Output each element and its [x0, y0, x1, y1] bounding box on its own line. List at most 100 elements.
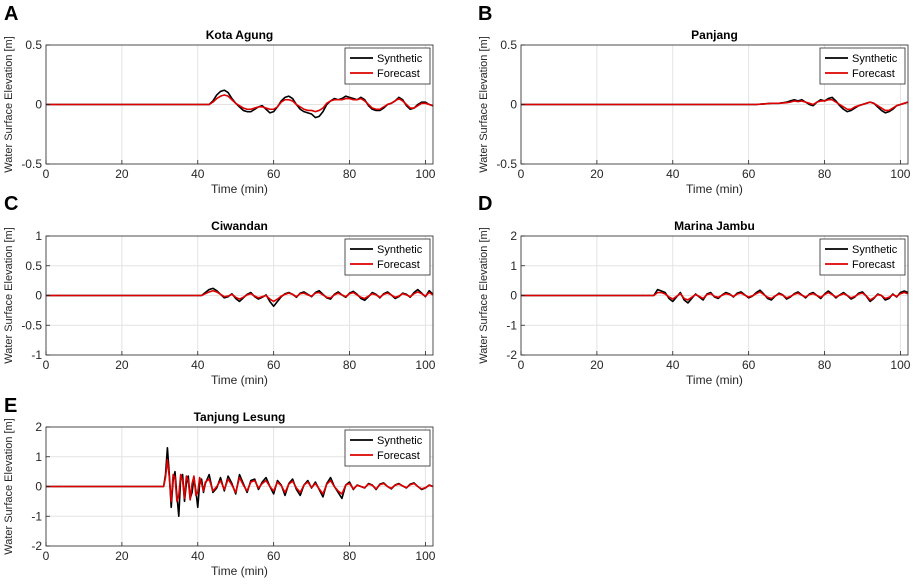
x-tick-label: 100: [415, 358, 435, 372]
series-line-forecast: [46, 289, 434, 303]
x-tick-label: 40: [191, 358, 205, 372]
x-tick-label: 20: [115, 549, 129, 563]
x-tick-label: 60: [742, 167, 756, 181]
y-tick-label: -0.5: [21, 318, 42, 332]
y-tick-label: 0.5: [500, 38, 517, 52]
legend-label-forecast: Forecast: [852, 259, 895, 271]
y-axis-label: Water Surface Elevation [m]: [478, 36, 490, 173]
y-axis-label: Water Surface Elevation [m]: [3, 227, 15, 364]
y-tick-label: -2: [31, 539, 42, 553]
y-axis-label: Water Surface Elevation [m]: [478, 227, 490, 364]
legend-box: [344, 238, 431, 276]
x-axis-label: Time (min): [686, 373, 743, 387]
legend-label-synthetic: Synthetic: [377, 435, 423, 447]
x-tick-label: 20: [590, 167, 604, 181]
x-tick-label: 100: [415, 167, 435, 181]
legend-box: [344, 429, 431, 467]
panel-label: B: [478, 3, 492, 25]
panel-c: C 0 20 40 60 80 100 -1 -0.5 0 0.5 1 Ciwandan Time (mi…: [3, 193, 436, 387]
y-tick-label: 0.5: [25, 38, 42, 52]
legend-label-synthetic: Synthetic: [852, 244, 898, 256]
x-axis-label: Time (min): [211, 182, 268, 196]
x-tick-label: 60: [742, 358, 756, 372]
legend: Synthetic Forecast: [344, 47, 431, 85]
panel-label: A: [4, 3, 18, 25]
x-tick-label: 80: [818, 358, 832, 372]
x-tick-label: 100: [890, 167, 910, 181]
x-tick-label: 0: [518, 358, 525, 372]
legend: Synthetic Forecast: [819, 238, 906, 276]
y-tick-label: 0.5: [25, 259, 42, 273]
y-tick-label: 0: [510, 98, 517, 112]
y-tick-label: -1: [31, 348, 42, 362]
series-line-forecast: [521, 98, 909, 112]
x-tick-label: 20: [115, 167, 129, 181]
y-tick-label: -0.5: [496, 157, 517, 171]
y-tick-label: -1: [31, 509, 42, 523]
x-tick-label: 80: [343, 167, 357, 181]
y-tick-label: 0: [510, 289, 517, 303]
chart-title: Panjang: [691, 28, 738, 42]
x-axis-label: Time (min): [686, 182, 743, 196]
x-tick-label: 60: [267, 549, 281, 563]
legend-label-forecast: Forecast: [852, 68, 895, 80]
y-tick-label: 1: [35, 229, 42, 243]
x-tick-label: 0: [43, 167, 50, 181]
chart-title: Kota Agung: [206, 28, 274, 42]
y-tick-label: 0: [35, 480, 42, 494]
panel-e: E 0 20 40 60 80 100 -2 -1 0 1 2 Tanjung Lesung Time (…: [3, 395, 436, 578]
y-tick-label: 0: [35, 98, 42, 112]
chart-title: Marina Jambu: [674, 219, 755, 233]
legend-label-synthetic: Synthetic: [852, 53, 898, 65]
panel-label: D: [478, 193, 492, 215]
series-line-forecast: [46, 94, 434, 113]
panel-label: E: [4, 395, 17, 417]
x-tick-label: 40: [191, 167, 205, 181]
x-tick-label: 0: [518, 167, 525, 181]
y-tick-label: 1: [35, 450, 42, 464]
series-line-forecast: [521, 291, 909, 301]
x-tick-label: 40: [666, 167, 680, 181]
series-line-forecast: [46, 458, 434, 503]
x-tick-label: 60: [267, 358, 281, 372]
panel-d: D 0 20 40 60 80 100 -2 -1 0 1 2 Marina Jambu Time (mi…: [478, 193, 911, 387]
legend: Synthetic Forecast: [819, 47, 906, 85]
x-tick-label: 100: [890, 358, 910, 372]
legend-box: [819, 47, 906, 85]
x-tick-label: 100: [415, 549, 435, 563]
chart-title: Ciwandan: [211, 219, 268, 233]
x-tick-label: 0: [43, 549, 50, 563]
x-tick-label: 80: [343, 549, 357, 563]
legend-box: [344, 47, 431, 85]
y-tick-label: 2: [35, 420, 42, 434]
y-tick-label: 0: [35, 289, 42, 303]
legend-label-forecast: Forecast: [377, 259, 420, 271]
legend-label-forecast: Forecast: [377, 450, 420, 462]
x-tick-label: 40: [191, 549, 205, 563]
y-tick-label: 1: [510, 259, 517, 273]
y-tick-label: 2: [510, 229, 517, 243]
x-axis-label: Time (min): [211, 564, 268, 578]
legend-label-synthetic: Synthetic: [377, 244, 423, 256]
legend-label-forecast: Forecast: [377, 68, 420, 80]
x-tick-label: 60: [267, 167, 281, 181]
y-tick-label: -1: [506, 318, 517, 332]
chart-title: Tanjung Lesung: [194, 410, 286, 424]
x-tick-label: 20: [590, 358, 604, 372]
legend-box: [819, 238, 906, 276]
x-axis-label: Time (min): [211, 373, 268, 387]
x-tick-label: 80: [818, 167, 832, 181]
legend: Synthetic Forecast: [344, 429, 431, 467]
x-tick-label: 0: [43, 358, 50, 372]
y-tick-label: -2: [506, 348, 517, 362]
y-tick-label: -0.5: [21, 157, 42, 171]
panel-label: C: [4, 193, 18, 215]
legend-label-synthetic: Synthetic: [377, 53, 423, 65]
y-axis-label: Water Surface Elevation [m]: [3, 418, 15, 555]
x-tick-label: 80: [343, 358, 357, 372]
x-tick-label: 20: [115, 358, 129, 372]
y-axis-label: Water Surface Elevation [m]: [3, 36, 15, 173]
x-tick-label: 40: [666, 358, 680, 372]
